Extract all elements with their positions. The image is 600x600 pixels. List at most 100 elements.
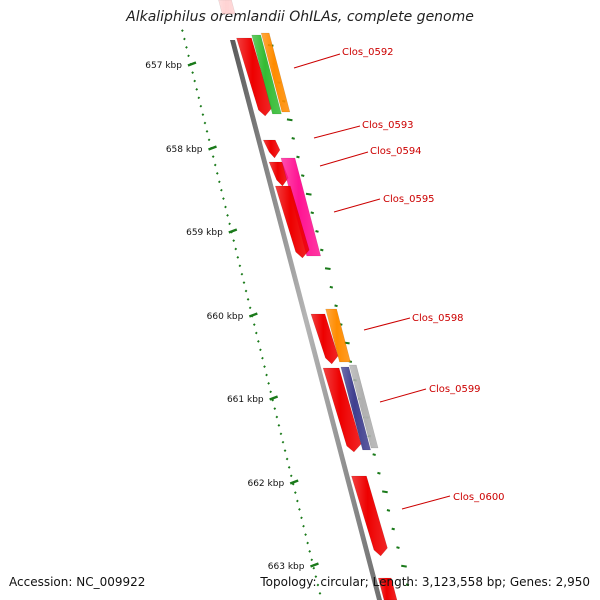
leader-line — [293, 53, 341, 69]
gene-0599-navy[interactable] — [340, 366, 371, 451]
ruler-dot — [259, 348, 262, 352]
ruler-tick-659: 659 kbp — [186, 228, 238, 238]
ruler-tick-663: 663 kbp — [268, 562, 319, 572]
ruler-dot — [318, 592, 322, 595]
ruler-dot — [199, 104, 203, 108]
ruler-major-tick — [208, 145, 217, 151]
ruler-dot — [285, 457, 289, 461]
gene-0598-orange[interactable] — [325, 308, 351, 363]
gene-label-clos_0593: Clos_0593 — [313, 120, 414, 139]
ruler-tick-662: 662 kbp — [247, 479, 299, 489]
gene-0600-red[interactable] — [351, 475, 388, 557]
ruler-dot — [273, 407, 277, 410]
gene-0593-red[interactable] — [262, 139, 281, 159]
ruler-dot — [391, 527, 395, 531]
inner-tick-ring — [181, 29, 322, 595]
ruler-dot — [183, 37, 186, 41]
ruler-dot — [315, 230, 319, 233]
ruler-dot — [211, 155, 215, 158]
ruler-dot — [205, 130, 209, 133]
ruler-dot — [242, 281, 246, 284]
gene-label-clos_0595: Clos_0595 — [333, 194, 435, 213]
accession-text: Accession: NC_009922 — [9, 575, 146, 589]
ruler-major-tick — [310, 562, 319, 568]
ruler-dot — [277, 424, 281, 427]
ruler-dot — [232, 239, 236, 242]
ruler-dot — [286, 118, 293, 122]
gene-label-text[interactable]: Clos_0594 — [370, 146, 422, 157]
ruler-dot — [224, 205, 227, 209]
gene-0594-red[interactable] — [268, 161, 289, 187]
gene-0592-green[interactable] — [251, 34, 282, 115]
ruler-dot — [289, 474, 293, 478]
ruler-dot — [291, 482, 295, 486]
ruler-label: 658 kbp — [166, 145, 203, 155]
ruler-major-tick — [187, 61, 197, 67]
ruler-dot — [246, 298, 250, 301]
gene-0595-red[interactable] — [274, 185, 310, 259]
leader-line — [363, 317, 411, 331]
gene-0592-orange[interactable] — [260, 32, 291, 113]
gene-label-clos_0599: Clos_0599 — [379, 384, 481, 403]
ruler-dot — [269, 390, 273, 394]
leader-line — [313, 125, 361, 139]
ruler-dot — [281, 440, 285, 444]
ruler-dot — [275, 415, 279, 419]
ruler-dot — [308, 550, 312, 553]
gene-label-text[interactable]: Clos_0593 — [362, 120, 414, 131]
ruler-tick-658: 658 kbp — [166, 145, 217, 155]
ruler-dot — [197, 96, 201, 100]
gene-0598-red[interactable] — [310, 313, 339, 365]
ruler-dot — [187, 54, 190, 58]
ruler-dot — [191, 71, 194, 74]
gene-label-text[interactable]: Clos_0592 — [342, 47, 394, 58]
ruler-dot — [304, 533, 307, 536]
genome-backbone — [230, 40, 382, 600]
ruler-dot — [396, 546, 400, 549]
ruler-dot — [181, 29, 184, 32]
ruler-dot — [334, 304, 338, 308]
leader-line — [319, 151, 369, 167]
gene-label-text[interactable]: Clos_0598 — [412, 313, 464, 324]
ruler-dot — [236, 256, 240, 259]
ruler-dot — [240, 272, 244, 276]
ruler-dot — [261, 356, 264, 360]
ruler-label: 661 kbp — [227, 395, 264, 405]
ruler-dot — [296, 155, 300, 159]
ruler-dot — [305, 192, 312, 196]
ruler-dot — [185, 46, 188, 49]
ruler-dot — [372, 453, 376, 456]
ruler-tick-661: 661 kbp — [227, 395, 279, 405]
ruler-dot — [314, 575, 318, 578]
gene-bottom-partial[interactable] — [377, 577, 398, 600]
ruler-dot — [324, 267, 331, 270]
ruler-label: 657 kbp — [145, 61, 182, 71]
ruler-label: 660 kbp — [207, 312, 244, 322]
ruler-dot — [302, 524, 305, 528]
gene-0592-red[interactable] — [236, 37, 273, 117]
gene-label-text[interactable]: Clos_0599 — [429, 384, 481, 395]
ruler-dot — [271, 398, 275, 402]
gene-label-clos_0592: Clos_0592 — [293, 47, 394, 69]
ruler-label: 662 kbp — [247, 479, 284, 489]
ruler-dot — [279, 432, 283, 436]
ruler-dot — [265, 373, 268, 377]
ruler-dot — [300, 174, 305, 177]
gene-top-partial[interactable] — [218, 0, 236, 15]
ruler-dot — [263, 365, 266, 368]
ruler-dot — [329, 285, 334, 289]
gene-label-text[interactable]: Clos_0600 — [453, 492, 505, 503]
ruler-dot — [203, 121, 207, 125]
ruler-dot — [217, 180, 221, 184]
gene-0599-gray[interactable] — [348, 364, 379, 449]
ruler-dot — [401, 564, 407, 568]
gene-0599-red[interactable] — [322, 367, 362, 453]
leader-line — [379, 388, 427, 403]
ruler-dot — [213, 163, 217, 167]
ruler-dot — [283, 449, 287, 452]
genome-summary-text: Topology: circular; Length: 3,123,558 bp… — [260, 575, 590, 589]
ruler-dot — [405, 583, 410, 587]
gene-label-text[interactable]: Clos_0595 — [383, 194, 435, 205]
ruler-dot — [226, 214, 229, 217]
